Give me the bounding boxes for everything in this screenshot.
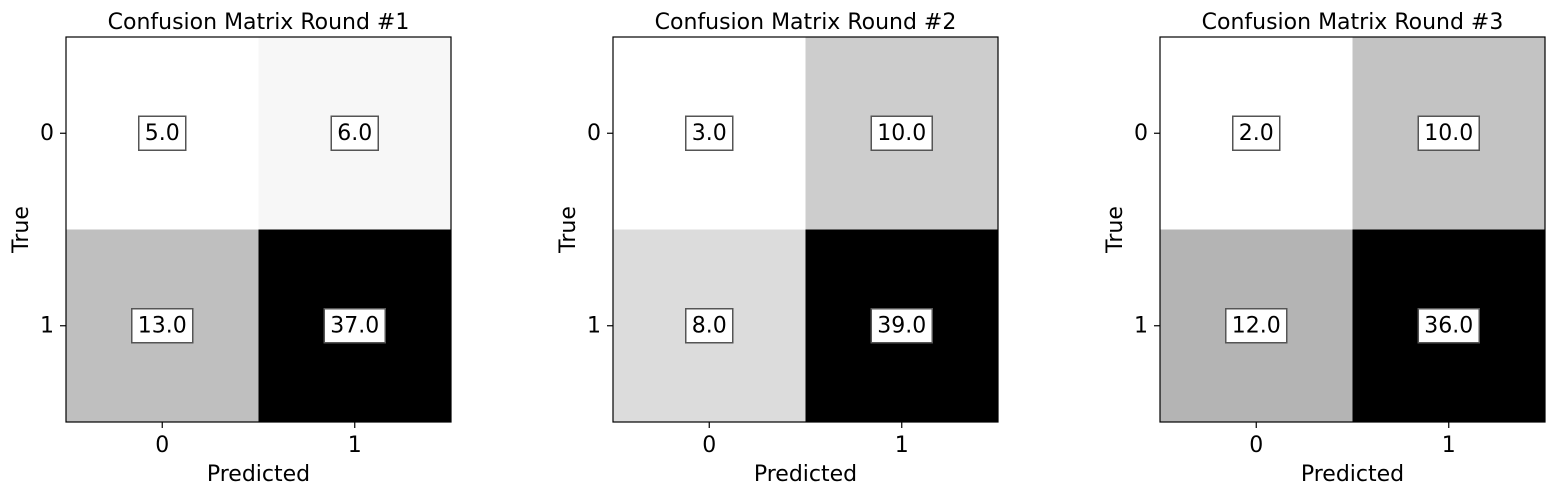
cell-value-box: [1417, 308, 1480, 344]
y-axis-label: True: [1103, 206, 1128, 254]
cell-value-text: 5.0: [145, 121, 180, 146]
x-tick-label: 0: [1249, 433, 1263, 458]
y-axis-label: True: [9, 206, 34, 254]
x-axis-label: Predicted: [207, 462, 310, 487]
y-tick-label: 1: [1134, 313, 1148, 338]
cell-value-text: 10.0: [1424, 121, 1473, 146]
x-tick-label: 0: [702, 433, 716, 458]
x-tick-label: 1: [1442, 433, 1456, 458]
cell-value-text: 2.0: [1239, 121, 1274, 146]
y-tick-label: 1: [40, 313, 54, 338]
cell-value-box: [870, 115, 933, 151]
chart-title: Confusion Matrix Round #2: [655, 10, 957, 35]
x-tick-label: 1: [348, 433, 362, 458]
cell-value-text: 37.0: [330, 313, 379, 338]
plot-frame: [65, 36, 452, 423]
x-axis-label: Predicted: [754, 462, 857, 487]
cell-value-label-r0-c1: 10.0: [1417, 115, 1480, 151]
cell-value-text: 36.0: [1424, 313, 1473, 338]
y-axis-label: True: [556, 206, 581, 254]
cell-value-label-r1-c1: 39.0: [870, 308, 933, 344]
chart-title: Confusion Matrix Round #1: [108, 10, 410, 35]
cell-value-box: [685, 308, 734, 344]
cell-value-label-r0-c0: 5.0: [138, 115, 187, 151]
cell-value-text: 3.0: [692, 121, 727, 146]
cell-value-text: 13.0: [138, 313, 187, 338]
cell-value-text: 12.0: [1232, 313, 1281, 338]
cell-value-box: [323, 308, 386, 344]
confusion-matrix-panel-1: 5.0 6.0 13.0 37.0 0 1 0 1 Confusion Matrix Round…: [9, 10, 452, 487]
cell-value-box: [1232, 115, 1281, 151]
cell-value-box: [138, 115, 187, 151]
cell-value-label-r0-c1: 10.0: [870, 115, 933, 151]
cell-value-box: [1417, 115, 1480, 151]
cell-value-box: [330, 115, 379, 151]
cell-value-label-r1-c0: 13.0: [131, 308, 194, 344]
cell-value-text: 10.0: [877, 121, 926, 146]
x-axis-label: Predicted: [1301, 462, 1404, 487]
cell-value-box: [131, 308, 194, 344]
chart-title: Confusion Matrix Round #3: [1202, 10, 1504, 35]
y-tick-label: 0: [587, 121, 601, 146]
cell-value-label-r0-c1: 6.0: [330, 115, 379, 151]
plot-frame: [612, 36, 999, 423]
y-tick-label: 0: [40, 121, 54, 146]
cell-value-label-r0-c0: 3.0: [685, 115, 734, 151]
x-tick-label: 0: [155, 433, 169, 458]
cell-value-box: [685, 115, 734, 151]
cell-value-box: [1225, 308, 1288, 344]
cell-value-label-r1-c1: 36.0: [1417, 308, 1480, 344]
cell-value-label-r0-c0: 2.0: [1232, 115, 1281, 151]
cell-value-label-r1-c1: 37.0: [323, 308, 386, 344]
cell-value-text: 8.0: [692, 313, 727, 338]
x-tick-label: 1: [895, 433, 909, 458]
y-tick-label: 1: [587, 313, 601, 338]
cell-value-text: 6.0: [337, 121, 372, 146]
cell-value-label-r1-c0: 8.0: [685, 308, 734, 344]
y-tick-label: 0: [1134, 121, 1148, 146]
cell-value-box: [870, 308, 933, 344]
confusion-matrix-panel-3: 2.0 10.0 12.0 36.0 0 1 0 1 Confusion Matrix Roun…: [1103, 10, 1546, 487]
plot-frame: [1159, 36, 1546, 423]
cell-value-label-r1-c0: 12.0: [1225, 308, 1288, 344]
cell-value-text: 39.0: [877, 313, 926, 338]
confusion-matrix-panel-2: 3.0 10.0 8.0 39.0 0 1 0 1 Confusion Matrix Round…: [556, 10, 999, 487]
